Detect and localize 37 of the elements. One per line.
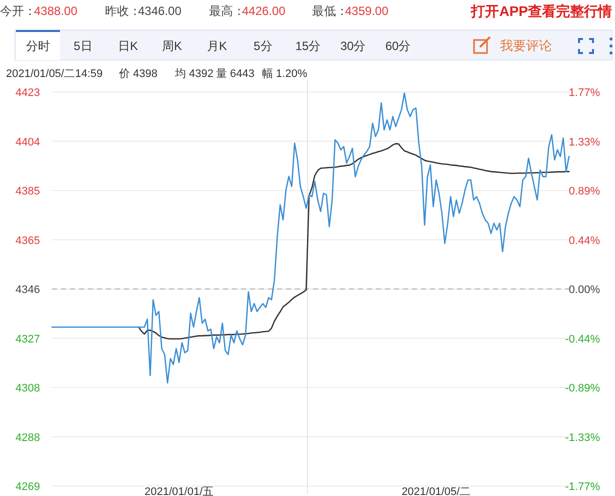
y-tick-label: 4385 [16,186,40,198]
text: 我要评论 [500,38,552,53]
text: 月K [206,39,228,53]
y2-tick-label: -0.89% [565,382,600,394]
text: 日K [118,39,138,53]
text: 2021/01/05/二14:59 [6,68,103,80]
y-tick-label: 4269 [16,481,40,493]
text: 分时 [26,39,50,53]
y-tick-label: 4365 [16,234,40,247]
text: 15分 [295,39,321,53]
y2-tick-label: 1.77% [568,87,600,99]
text: 60分 [385,39,411,53]
y2-tick-label: -1.33% [565,432,600,444]
y2-tick-label: 1.33% [568,136,600,148]
y-tick-label: 4288 [16,432,40,444]
text: 5分 [254,39,272,53]
x-tick-label: 2021/01/01/五 [144,486,214,496]
text: 5日 [74,39,92,53]
y2-tick-label: 0.89% [568,186,600,198]
y-tick-label: 4423 [16,87,40,99]
y-tick-label: 4404 [16,136,40,148]
text: 幅 1.20% [262,68,308,80]
y2-tick-label: -0.44% [565,333,600,346]
x-tick-label: 2021/01/05/二 [402,486,471,496]
y2-tick-label: -1.77% [565,481,600,493]
text: 30分 [340,39,366,53]
y2-tick-label: 0.44% [568,234,600,247]
text: 均 4392 [174,68,214,80]
y-tick-label: 4308 [16,382,40,394]
text: 周K [162,39,182,53]
y2-tick-label: 0.00% [568,284,600,296]
y-tick-label: 4346 [16,284,40,296]
text: 打开APP查看完整行情 [470,3,612,19]
y-tick-label: 4327 [16,333,40,346]
text: 4388.00 [34,4,78,18]
text: 价 4398 [118,68,158,80]
text: 量 6443 [216,68,255,80]
